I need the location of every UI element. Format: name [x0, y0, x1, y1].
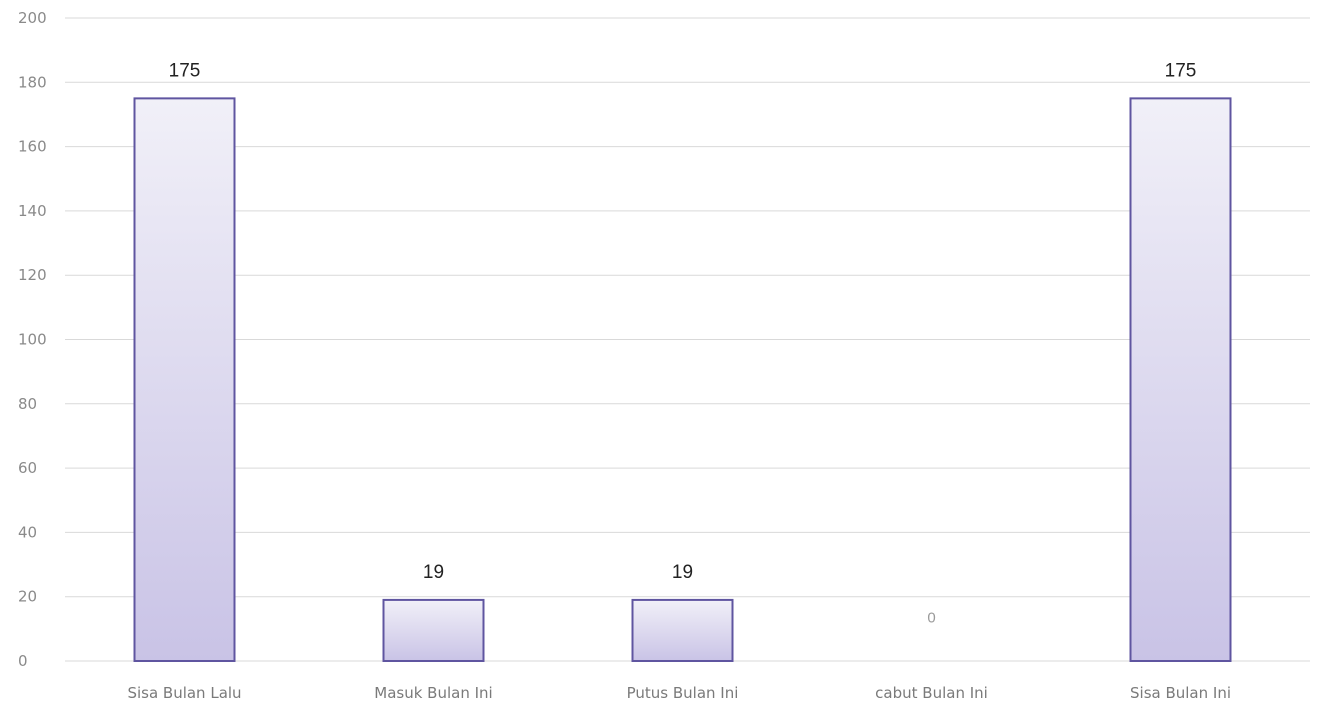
y-tick-label: 160 [18, 138, 47, 156]
data-label: 175 [169, 60, 201, 81]
y-tick-label: 200 [18, 9, 47, 27]
y-tick-label: 100 [18, 331, 47, 349]
x-category-label: Putus Bulan Ini [627, 684, 739, 702]
bar [631, 598, 734, 662]
data-label: 19 [423, 562, 444, 583]
y-tick-label: 0 [18, 652, 28, 670]
y-tick-label: 60 [18, 459, 37, 477]
y-tick-label: 40 [18, 523, 37, 541]
y-tick-label: 120 [18, 266, 47, 284]
y-tick-label: 140 [18, 202, 47, 220]
gridlines [65, 17, 1310, 662]
x-axis-category-labels: Sisa Bulan Lalu Masuk Bulan Ini Putus Bula… [127, 684, 1231, 702]
x-category-label: Masuk Bulan Ini [374, 684, 492, 702]
bar [1129, 97, 1232, 662]
y-tick-label: 80 [18, 395, 37, 413]
bar [133, 97, 236, 662]
bars [133, 97, 1232, 662]
y-axis-tick-labels: 0 20 40 60 80 100 120 140 160 180 200 [18, 9, 47, 670]
y-tick-label: 20 [18, 588, 37, 606]
data-label: 0 [927, 609, 935, 626]
x-category-label: Sisa Bulan Lalu [127, 684, 241, 702]
x-category-label: Sisa Bulan Ini [1130, 684, 1231, 702]
data-label: 19 [672, 562, 693, 583]
y-tick-label: 180 [18, 73, 47, 91]
data-labels: 175 19 19 0 175 [169, 60, 1197, 626]
bar [382, 598, 485, 662]
x-category-label: cabut Bulan Ini [875, 684, 988, 702]
data-label: 175 [1165, 60, 1197, 81]
